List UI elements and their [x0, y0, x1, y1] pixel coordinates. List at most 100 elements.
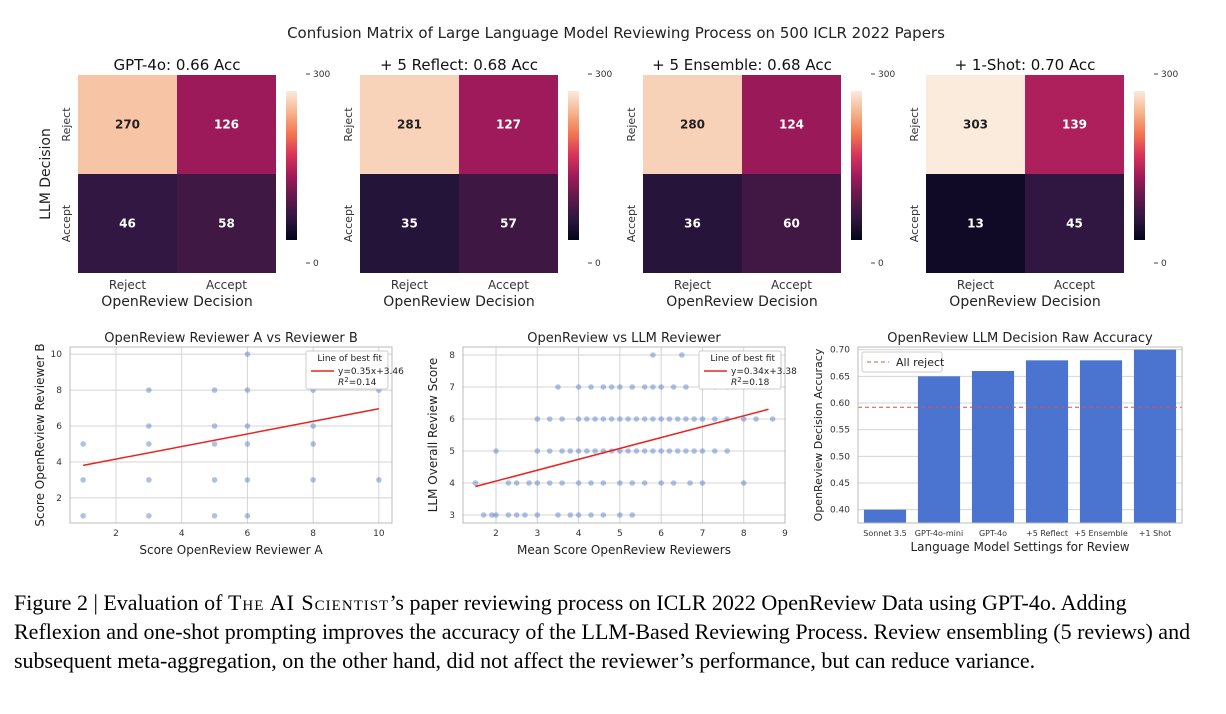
heatmap-cell-value: 127: [496, 118, 521, 132]
bar: [1079, 360, 1123, 523]
scatter-point: [211, 387, 218, 393]
heatmap-cell: [78, 75, 177, 174]
x-tick-label: 7: [700, 529, 706, 539]
x-tick-label: 5: [617, 529, 623, 539]
x-tick-label: GPT-4o-mini: [915, 529, 963, 538]
heatmap-cell-value: 124: [779, 118, 804, 132]
scatter-point: [674, 416, 681, 422]
scatter-point: [211, 477, 218, 483]
scatter-point: [310, 423, 316, 429]
heatmap-cell: [643, 174, 742, 273]
scatter-point: [740, 480, 747, 486]
scatter-point: [600, 480, 607, 486]
scatter-point: [575, 416, 582, 422]
scatter-point: [555, 384, 561, 390]
x-tick-label: Sonnet 3.5: [863, 529, 906, 538]
x-tick-label: +5 Ensemble: [1074, 529, 1128, 538]
scatter-point: [80, 441, 86, 447]
heatmap-cell-value: 281: [397, 118, 422, 132]
y-tick-label: 7: [449, 383, 455, 393]
scatter-point: [575, 512, 582, 518]
heatmap-cell: [926, 75, 1025, 174]
x-tick-label: 6: [658, 529, 664, 539]
colorbar: [568, 91, 579, 240]
scatter-point: [712, 416, 718, 422]
heatmap-xlabel: OpenReview Decision: [949, 294, 1100, 310]
legend-r-exponent: 2: [344, 376, 348, 384]
heatmap-cell: [459, 75, 558, 174]
scatter-point: [683, 416, 689, 422]
scatter-point: [699, 480, 706, 486]
scatter-ylabel: LLM Overall Review Score: [426, 358, 440, 512]
scatter-point: [555, 512, 561, 518]
scatter-point: [575, 384, 582, 390]
scatter-point: [211, 441, 218, 447]
scatter-point: [146, 477, 152, 483]
legend-label: All reject: [896, 356, 945, 369]
plot-frame: [462, 346, 786, 524]
colorbar-tick-label: 0: [1161, 259, 1167, 269]
heatmap-row-label: Reject: [60, 107, 73, 142]
scatter-point: [617, 448, 623, 454]
legend-r-value: =0.14: [349, 378, 377, 388]
scatter-point: [480, 512, 487, 518]
legend-r-value: =0.18: [742, 378, 770, 388]
heatmap-cell-value: 58: [218, 217, 235, 231]
heatmap-cell: [1025, 174, 1124, 273]
heatmap-row-label: Reject: [908, 107, 921, 142]
heatmap-row-label: Reject: [342, 107, 355, 142]
scatter-point: [244, 423, 251, 429]
scatter-point: [608, 416, 615, 422]
scatter-point: [658, 480, 664, 486]
y-tick-label: 0.40: [830, 506, 850, 516]
heatmap-cell: [742, 174, 841, 273]
scatter-point: [617, 384, 623, 390]
heatmap-col-label: Reject: [674, 278, 711, 292]
scatter-point: [641, 448, 648, 454]
y-tick-label: 0.55: [830, 426, 850, 436]
heatmap-col-label: Accept: [488, 278, 529, 292]
scatter-point: [244, 387, 251, 393]
heatmap-row-label: Accept: [625, 204, 638, 242]
scatter-point: [489, 512, 495, 518]
scatter-point: [505, 512, 512, 518]
accuracy-bar-chart: 0.40 0.45 0.50 0.55 0.60 0.65 0.70 Sonnet 3.5 GP…: [812, 331, 1183, 554]
scatter-point: [683, 448, 689, 454]
scatter-point: [650, 448, 656, 454]
scatter-point: [592, 416, 598, 422]
scatter-point: [650, 384, 656, 390]
heatmap-cell-value: 57: [500, 217, 517, 231]
heatmap-cell: [742, 75, 841, 174]
plot-frame: [69, 346, 393, 524]
scatter-point: [629, 384, 636, 390]
scatter-point: [724, 448, 731, 454]
confusion-matrices: GPT-4o: 0.66 Acc 270 126 46 58 Reject Accept Re…: [38, 56, 1178, 310]
heatmap-col-label: Accept: [1054, 278, 1095, 292]
colorbar: [286, 91, 297, 240]
heatmap-col-label: Accept: [771, 278, 812, 292]
heatmap-cell: [177, 75, 276, 174]
scatter-point: [575, 480, 582, 486]
confusion-matrix-1: GPT-4o: 0.66 Acc 270 126 46 58 Reject Accept Re…: [38, 56, 330, 310]
scatter-point: [546, 448, 553, 454]
y-tick-label: 2: [56, 494, 62, 504]
scatter-point: [534, 512, 541, 518]
heatmap-cell-value: 46: [119, 217, 136, 231]
y-tick-label: 0.50: [830, 452, 850, 462]
caption-prefix: Figure 2 | Evaluation of: [14, 590, 228, 615]
heatmap-cell-value: 280: [680, 118, 705, 132]
scatter-point: [633, 416, 640, 422]
scatter-title: OpenReview vs LLM Reviewer: [527, 331, 721, 346]
x-tick-label: 9: [782, 529, 788, 539]
y-tick-label: 0.70: [830, 346, 850, 356]
bar: [917, 376, 961, 523]
colorbar: [851, 91, 862, 240]
heatmap-col-label: Reject: [957, 278, 994, 292]
caption-system-name: The AI Scientist: [227, 590, 390, 615]
scatter-point: [493, 448, 499, 454]
scatter-point: [683, 384, 689, 390]
x-tick-label: +5 Reflect: [1026, 529, 1068, 538]
heatmap-cell: [78, 174, 177, 273]
colorbar-tick-label: 300: [313, 70, 330, 80]
scatter-point: [505, 480, 512, 486]
